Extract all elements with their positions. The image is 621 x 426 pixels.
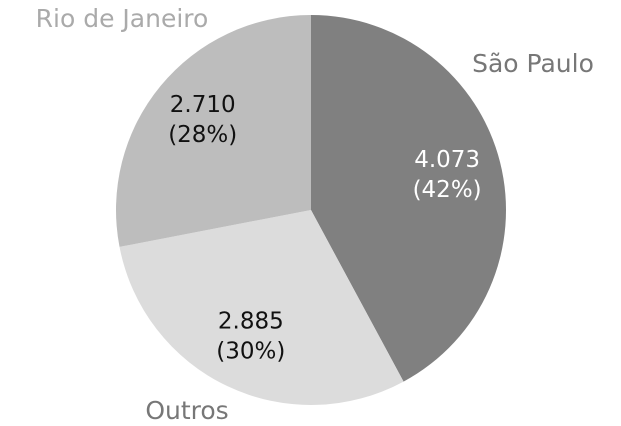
pie-slice xyxy=(311,15,507,382)
value-label: 4.073 xyxy=(414,147,480,173)
value-label: 2.885 xyxy=(218,308,284,334)
percent-label: (28%) xyxy=(168,122,237,148)
slice-name: Outros xyxy=(145,396,228,425)
pie-slice xyxy=(119,210,404,406)
percent-label: (30%) xyxy=(216,338,285,364)
value-label: 2.710 xyxy=(170,92,236,118)
percent-label: (42%) xyxy=(413,177,482,203)
pie-slice xyxy=(115,15,311,247)
slice-name: Rio de Janeiro xyxy=(36,4,209,33)
slice-name: São Paulo xyxy=(472,49,594,78)
